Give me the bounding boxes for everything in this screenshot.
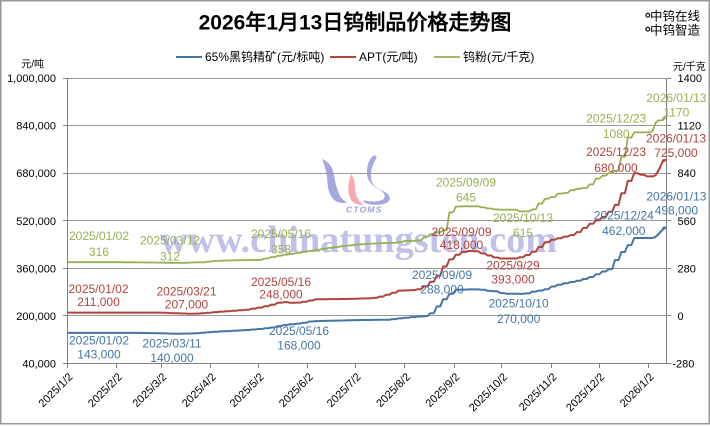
svg-text:1400: 1400 — [678, 73, 702, 85]
svg-text:APT(元/吨): APT(元/吨) — [359, 50, 418, 64]
svg-text:462,000: 462,000 — [602, 224, 646, 238]
svg-text:358: 358 — [271, 243, 291, 257]
svg-text:钨粉(元/千克): 钨粉(元/千克) — [463, 49, 534, 64]
svg-text:CTOMS: CTOMS — [346, 205, 383, 215]
svg-text:2025/01/02: 2025/01/02 — [68, 282, 128, 296]
svg-text:498,000: 498,000 — [655, 204, 699, 218]
svg-text:2025/05/16: 2025/05/16 — [251, 275, 311, 289]
svg-text:312: 312 — [160, 250, 180, 264]
svg-text:680,000: 680,000 — [594, 161, 638, 175]
svg-text:中钨在线: 中钨在线 — [650, 9, 701, 24]
svg-text:2025/03/11: 2025/03/11 — [142, 337, 201, 351]
svg-text:2025/12/23: 2025/12/23 — [586, 145, 646, 159]
svg-text:2025/01/02: 2025/01/02 — [69, 229, 129, 243]
svg-text:645: 645 — [456, 191, 476, 205]
svg-text:725,000: 725,000 — [654, 146, 698, 160]
svg-text:418,000: 418,000 — [440, 238, 484, 252]
svg-text:元/吨: 元/吨 — [21, 58, 44, 71]
svg-text:316: 316 — [89, 245, 109, 259]
svg-text:200,000: 200,000 — [16, 311, 56, 323]
svg-text:2025/05/16: 2025/05/16 — [269, 324, 329, 338]
svg-text:560: 560 — [678, 216, 696, 228]
svg-text:2026年1月13日钨制品价格走势图: 2026年1月13日钨制品价格走势图 — [199, 11, 512, 35]
svg-text:2025/03/21: 2025/03/21 — [156, 285, 216, 299]
svg-text:288,000: 288,000 — [420, 283, 464, 297]
svg-text:2025/09/09: 2025/09/09 — [412, 268, 472, 282]
svg-text:248,000: 248,000 — [259, 288, 303, 302]
svg-text:840,000: 840,000 — [16, 121, 56, 133]
svg-text:2026/01/13: 2026/01/13 — [646, 131, 706, 145]
svg-text:143,000: 143,000 — [77, 348, 121, 362]
svg-text:1120: 1120 — [678, 121, 702, 133]
svg-text:2025/09/09: 2025/09/09 — [431, 225, 491, 239]
svg-text:1080: 1080 — [603, 127, 630, 141]
svg-text:2025/09/09: 2025/09/09 — [436, 176, 496, 190]
svg-text:140,000: 140,000 — [150, 351, 194, 365]
svg-text:www.chinatungsten.com: www.chinatungsten.com — [160, 219, 557, 261]
svg-text:40,000: 40,000 — [22, 359, 56, 371]
svg-text:2025/03/12: 2025/03/12 — [140, 234, 200, 248]
svg-text:520,000: 520,000 — [16, 216, 56, 228]
svg-text:2025/01/02: 2025/01/02 — [69, 334, 129, 348]
svg-text:2025/12/24: 2025/12/24 — [594, 209, 654, 223]
svg-text:中钨智造: 中钨智造 — [650, 23, 701, 38]
svg-text:元/千克: 元/千克 — [673, 61, 706, 73]
svg-text:2025/12/23: 2025/12/23 — [586, 112, 646, 126]
svg-text:2025/9/29: 2025/9/29 — [486, 258, 540, 272]
svg-text:2026/01/13: 2026/01/13 — [646, 190, 706, 204]
svg-text:615: 615 — [513, 226, 533, 240]
svg-text:168,000: 168,000 — [277, 338, 321, 352]
svg-text:2026/01/13: 2026/01/13 — [646, 91, 706, 105]
svg-text:-280: -280 — [672, 359, 694, 371]
svg-text:211,000: 211,000 — [77, 295, 120, 309]
svg-text:2025/10/13: 2025/10/13 — [493, 211, 553, 225]
svg-text:65%黑钨精矿(元/标吨): 65%黑钨精矿(元/标吨) — [205, 49, 324, 64]
svg-text:1,000,000: 1,000,000 — [7, 73, 56, 85]
svg-text:393,000: 393,000 — [491, 273, 535, 287]
svg-text:680,000: 680,000 — [16, 168, 56, 180]
svg-text:360,000: 360,000 — [16, 263, 56, 275]
svg-text:2025/05/16: 2025/05/16 — [251, 227, 311, 241]
svg-text:1170: 1170 — [663, 106, 689, 120]
svg-text:270,000: 270,000 — [497, 312, 541, 326]
svg-text:2025/10/10: 2025/10/10 — [489, 296, 549, 310]
svg-text:280: 280 — [678, 263, 696, 275]
svg-text:840: 840 — [678, 168, 696, 180]
svg-text:207,000: 207,000 — [165, 298, 209, 312]
svg-text:0: 0 — [678, 311, 684, 323]
